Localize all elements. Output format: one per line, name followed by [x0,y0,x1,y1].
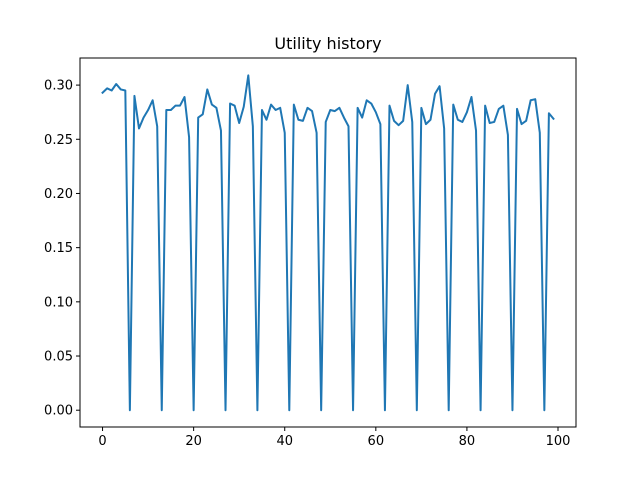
x-tick-label: 60 [368,434,385,449]
y-tick-label: 0.00 [44,404,73,419]
x-tick-label: 20 [185,434,202,449]
series-line [101,74,555,412]
plot-area: 0 20 40 60 80 100 0.00 0.05 0.10 0.15 0.20 0.25 0.30 [44,57,577,449]
y-tick-label: 0.30 [44,79,73,94]
axes-frame [79,57,577,428]
y-tick-label: 0.20 [44,187,73,202]
y-tick-label: 0.25 [44,133,73,148]
x-tick-label: 40 [276,434,293,449]
x-tick-label: 100 [546,434,571,449]
y-tick-label: 0.05 [44,350,73,365]
y-tick-label: 0.15 [44,241,73,256]
y-tick-label: 0.10 [44,295,73,310]
x-tick-label: 80 [459,434,476,449]
x-tick-label: 0 [98,434,106,449]
chart-title: Utility history [274,34,381,53]
